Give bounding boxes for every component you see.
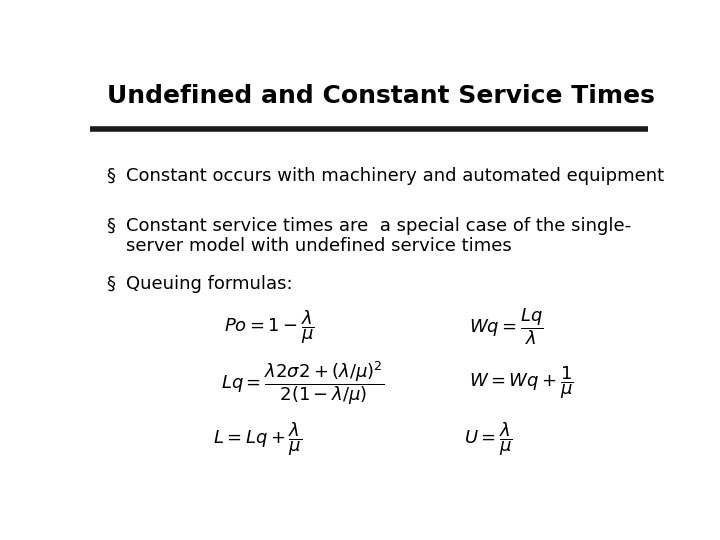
Text: $Wq=\dfrac{Lq}{\lambda}$: $Wq=\dfrac{Lq}{\lambda}$ — [469, 306, 544, 347]
Text: §: § — [107, 167, 116, 185]
Text: §: § — [107, 275, 116, 293]
Text: Constant occurs with machinery and automated equipment: Constant occurs with machinery and autom… — [126, 167, 665, 185]
Text: $L=Lq+\dfrac{\lambda}{\mu}$: $L=Lq+\dfrac{\lambda}{\mu}$ — [213, 420, 302, 458]
Text: $Lq=\dfrac{\lambda 2\sigma 2+(\lambda/\mu)^{2}}{2(1-\lambda/\mu)}$: $Lq=\dfrac{\lambda 2\sigma 2+(\lambda/\m… — [221, 359, 384, 407]
Text: Undefined and Constant Service Times: Undefined and Constant Service Times — [107, 84, 654, 107]
Text: $W=Wq+\dfrac{1}{\mu}$: $W=Wq+\dfrac{1}{\mu}$ — [469, 364, 574, 401]
Text: Constant service times are  a special case of the single-
server model with unde: Constant service times are a special cas… — [126, 217, 631, 255]
Text: Queuing formulas:: Queuing formulas: — [126, 275, 293, 293]
Text: §: § — [107, 217, 116, 234]
Text: $Po=1-\dfrac{\lambda}{\mu}$: $Po=1-\dfrac{\lambda}{\mu}$ — [224, 308, 315, 346]
Text: $U=\dfrac{\lambda}{\mu}$: $U=\dfrac{\lambda}{\mu}$ — [464, 420, 513, 458]
